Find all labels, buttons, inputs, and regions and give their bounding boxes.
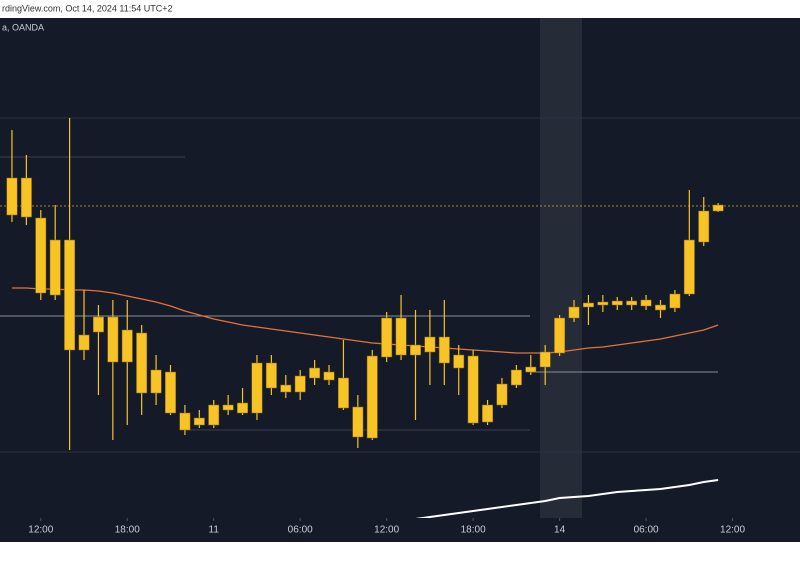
candle-body [237, 402, 248, 414]
candle-body [683, 239, 695, 295]
marks [6, 118, 724, 518]
candle-body [35, 217, 47, 294]
candle-body [107, 316, 119, 363]
candle-body [482, 404, 493, 423]
x-tick-label: 11 [209, 525, 220, 536]
x-axis-area [0, 518, 800, 542]
candle-body [64, 239, 76, 351]
candle-body [309, 367, 321, 379]
candle-body [467, 355, 479, 424]
x-tick-label: 18:00 [115, 525, 140, 536]
candle-body [640, 299, 652, 307]
candle-body [539, 351, 551, 368]
candle-body [323, 371, 335, 381]
session-band [540, 18, 582, 518]
candle-body [712, 204, 724, 212]
candle-body [698, 210, 710, 243]
candle-body [525, 366, 537, 373]
candle-body [453, 354, 465, 369]
x-tick-label: 18:00 [461, 525, 486, 536]
candle-body [265, 362, 277, 389]
candle-body [294, 375, 306, 393]
candle-body [49, 239, 61, 296]
candle-body [251, 362, 263, 414]
candle-body [568, 306, 580, 319]
candle-body [280, 384, 292, 393]
candle-body [179, 412, 191, 431]
candle-body [92, 316, 104, 333]
candle-body [78, 334, 90, 351]
candle-body [337, 377, 349, 409]
candle-body [20, 177, 32, 218]
candle-body [366, 355, 378, 439]
candle-body [611, 300, 623, 306]
candle-body [193, 417, 205, 426]
candle-body [165, 371, 176, 414]
candle-body [395, 317, 407, 356]
candle-body [496, 383, 508, 406]
candle-body [121, 329, 133, 363]
x-tick-label: 12:00 [374, 525, 399, 536]
candle-body [424, 336, 436, 353]
indicator-line [415, 479, 719, 518]
candle-body [438, 336, 450, 364]
candle-body [626, 300, 638, 306]
plot-area [0, 18, 800, 518]
candle-body [150, 369, 162, 394]
candle-body [208, 404, 220, 426]
header-symbol: a, OANDA [2, 22, 44, 32]
candle-body [597, 301, 609, 306]
x-tick-label: 12:00 [28, 525, 53, 536]
candle-body [655, 304, 666, 311]
candle-body [669, 293, 681, 309]
candle-body [510, 369, 522, 386]
x-tick-label: 06:00 [288, 525, 313, 536]
candle-body [554, 317, 566, 354]
candle-body [352, 406, 364, 438]
candle-body [222, 404, 234, 411]
candle-body [136, 332, 148, 394]
candle-body [582, 302, 594, 308]
candle-body [6, 177, 18, 216]
x-tick-label: 12:00 [720, 525, 745, 536]
x-tick-label: 06:00 [634, 525, 659, 536]
indicator-line [11, 287, 719, 354]
x-tick-label: 14 [554, 525, 566, 536]
candle-body [381, 317, 393, 358]
header-source: rdingView.com, Oct 14, 2024 11:54 UTC+2 [2, 3, 173, 13]
candle-body [410, 344, 421, 356]
